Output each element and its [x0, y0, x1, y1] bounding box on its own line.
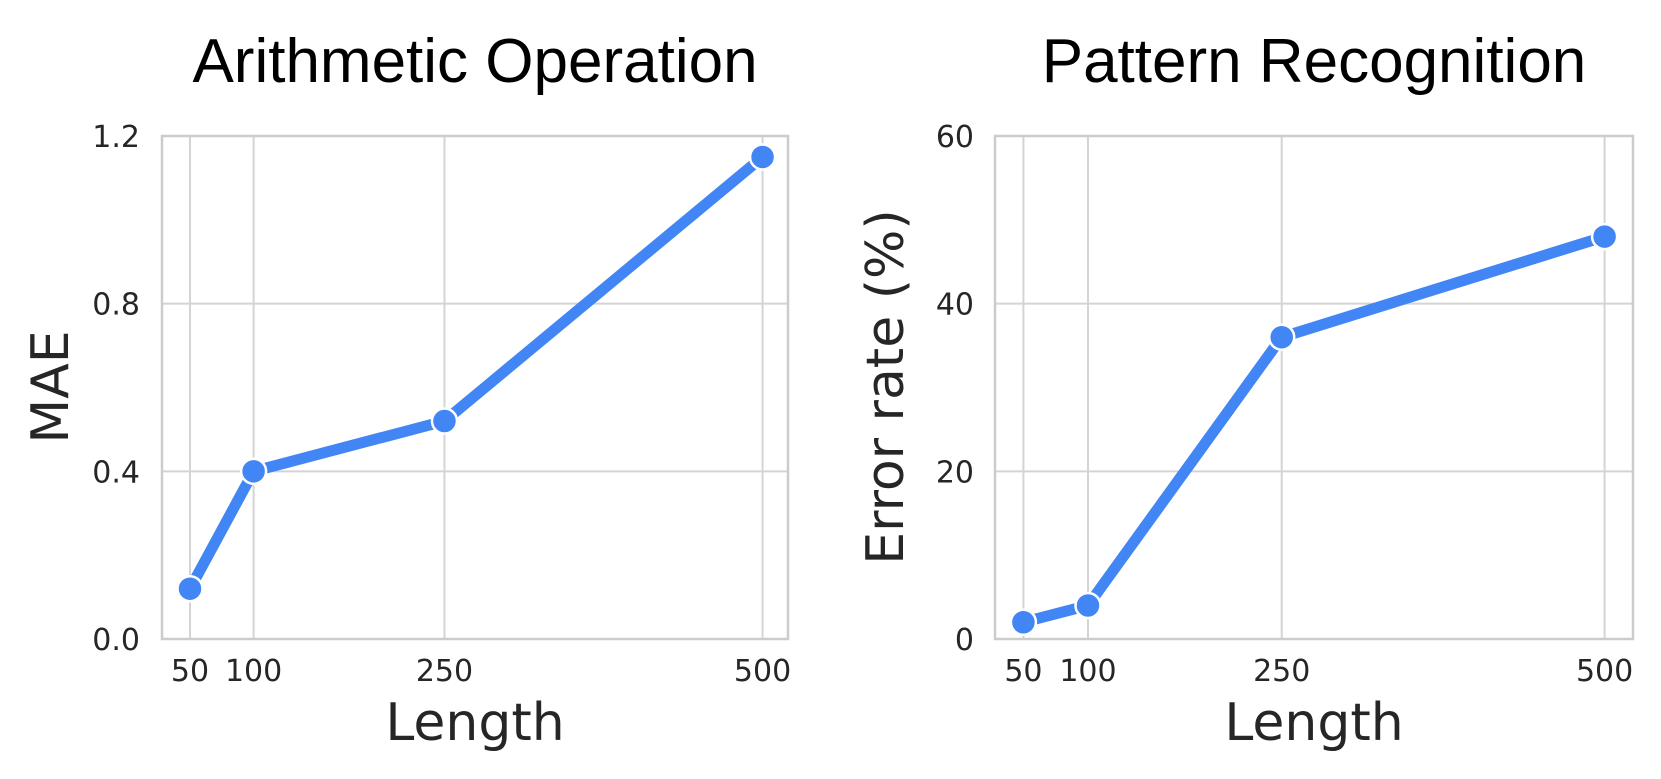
- x-axis-label: Length: [1224, 693, 1403, 753]
- x-tick-label: 100: [1059, 654, 1116, 689]
- y-tick-label: 40: [936, 288, 974, 323]
- data-point: [430, 407, 459, 435]
- chart-title: Pattern Recognition: [1042, 27, 1587, 96]
- data-point: [1074, 591, 1102, 620]
- y-tick-label: 1.2: [92, 120, 140, 155]
- chart-title: Arithmetic Operation: [192, 27, 757, 96]
- plot-frame: [160, 134, 790, 641]
- x-tick-label: 250: [416, 654, 473, 689]
- x-tick-label: 250: [1253, 654, 1310, 689]
- x-tick-label: 500: [734, 654, 791, 689]
- x-tick-label: 500: [1576, 654, 1633, 689]
- y-axis-label: MAE: [21, 330, 81, 443]
- data-point: [1267, 323, 1296, 351]
- data-point: [176, 574, 204, 603]
- y-tick-label: 0.8: [92, 288, 140, 323]
- chart-arithmetic-operation: 0.0 0.4 0.8 1.2 50 100 250 500 Arithmetic Operat…: [21, 27, 791, 753]
- data-point: [239, 457, 268, 486]
- y-tick-label: 0: [955, 623, 974, 658]
- chart-pattern-recognition: 0 20 40 60 50 100 250 500 Pattern Recognition Len…: [856, 27, 1635, 753]
- x-tick-label: 100: [225, 654, 282, 689]
- y-tick-label: 0.4: [92, 455, 140, 490]
- x-tick-label: 50: [171, 654, 209, 689]
- y-tick-label: 60: [936, 120, 974, 155]
- series-line: [1017, 231, 1611, 628]
- x-tick-label: 50: [1004, 654, 1042, 689]
- data-point: [748, 143, 777, 171]
- y-tick-label: 0.0: [92, 623, 140, 658]
- y-axis-label: Error rate (%): [856, 209, 916, 564]
- series-line: [184, 151, 769, 595]
- data-point: [1590, 222, 1619, 251]
- data-point: [1009, 608, 1038, 636]
- x-axis-label: Length: [385, 693, 564, 753]
- plot-frame: [993, 134, 1635, 641]
- y-tick-label: 20: [936, 455, 974, 490]
